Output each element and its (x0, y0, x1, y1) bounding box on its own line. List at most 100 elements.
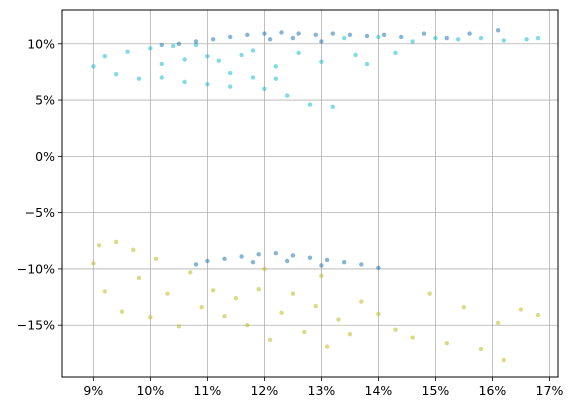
x-axis: 9% 10% 11% 12% 13% 14% 15% 16% 17% (83, 377, 563, 398)
scatter-point (456, 37, 461, 42)
scatter-point (148, 315, 153, 320)
scatter-point (176, 324, 182, 329)
scatter-point (342, 35, 347, 41)
scatter-point (205, 54, 210, 59)
y-tick-label: 5% (35, 93, 55, 108)
scatter-point (273, 76, 278, 81)
scatter-point (131, 247, 136, 252)
plot-area (91, 28, 541, 363)
x-tick-label: 11% (193, 383, 221, 398)
x-tick-label: 17% (536, 383, 564, 398)
scatter-point (290, 35, 296, 41)
scatter-point (114, 239, 119, 245)
scatter-point (376, 311, 381, 317)
scatter-point (205, 82, 210, 87)
scatter-point (427, 291, 432, 296)
x-tick-label: 14% (365, 383, 393, 398)
scatter-point (245, 32, 250, 37)
scatter-point (359, 299, 364, 304)
scatter-point (444, 341, 449, 346)
scatter-series-2 (159, 28, 501, 48)
scatter-point (518, 307, 524, 312)
scatter-point (342, 260, 347, 265)
scatter-point (188, 270, 193, 275)
scatter-point (324, 344, 330, 349)
scatter-point (102, 289, 108, 294)
scatter-point (524, 37, 529, 42)
scatter-point (250, 48, 256, 53)
scatter-point (210, 37, 216, 42)
scatter-point (535, 35, 541, 41)
scatter-point (319, 39, 324, 44)
scatter-point (262, 266, 267, 272)
y-axis: 10% 5% 0% −5% −10% −15% (17, 36, 62, 333)
scatter-point (319, 59, 324, 64)
scatter-point (399, 34, 404, 40)
scatter-point (279, 30, 284, 35)
x-tick-label: 13% (308, 383, 336, 398)
x-tick-label: 16% (479, 383, 507, 398)
scatter-point (347, 332, 353, 337)
scatter-series-1 (91, 34, 541, 110)
y-tick-label: −10% (17, 261, 55, 276)
plot-frame (61, 9, 559, 378)
scatter-point (302, 329, 307, 335)
scatter-point (245, 323, 250, 328)
scatter-point (285, 258, 290, 264)
scatter-point (410, 39, 415, 44)
x-tick-label: 10% (136, 383, 164, 398)
scatter-point (193, 262, 199, 267)
scatter-point (239, 52, 244, 58)
y-tick-label: 10% (27, 36, 55, 51)
scatter-point (410, 335, 415, 340)
scatter-point (199, 305, 204, 310)
scatter-point (364, 33, 370, 39)
scatter-point (228, 84, 233, 89)
scatter-point (279, 310, 284, 315)
scatter-point (290, 291, 296, 296)
scatter-point (393, 50, 398, 55)
scatter-point (324, 257, 330, 263)
scatter-point (353, 52, 358, 58)
scatter-point (319, 263, 324, 268)
scatter-point (136, 76, 142, 81)
scatter-point (193, 39, 199, 44)
scatter-point (444, 35, 449, 41)
scatter-point (171, 43, 176, 49)
scatter-point (535, 312, 541, 318)
scatter-point (495, 320, 501, 326)
scatter-point (364, 61, 370, 67)
scatter-point (114, 72, 119, 77)
scatter-point (313, 32, 318, 37)
scatter-point (393, 327, 398, 332)
scatter-point (381, 32, 387, 37)
scatter-point (501, 38, 506, 43)
scatter-point (256, 252, 261, 257)
scatter-point (91, 261, 96, 266)
scatter-point (285, 93, 290, 98)
y-tick-label: −15% (17, 318, 55, 333)
scatter-point (159, 61, 164, 67)
scatter-point (267, 37, 273, 42)
scatter-point (216, 58, 221, 63)
grid (62, 10, 558, 377)
scatter-point (296, 50, 301, 55)
x-tick-label: 15% (422, 383, 450, 398)
scatter-point (136, 275, 142, 281)
scatter-point (222, 256, 227, 261)
scatter-point (176, 41, 182, 46)
scatter-point (478, 35, 484, 41)
scatter-point (319, 273, 324, 278)
scatter-point (296, 31, 301, 36)
scatter-point (182, 79, 187, 85)
scatter-point (336, 317, 341, 322)
x-tick-label: 12% (250, 383, 278, 398)
scatter-point (193, 42, 199, 48)
scatter-point (313, 303, 318, 309)
scatter-point (159, 42, 164, 48)
scatter-point (347, 32, 353, 37)
scatter-point (91, 64, 96, 69)
scatter-point (205, 258, 210, 264)
scatter-point (250, 260, 256, 265)
